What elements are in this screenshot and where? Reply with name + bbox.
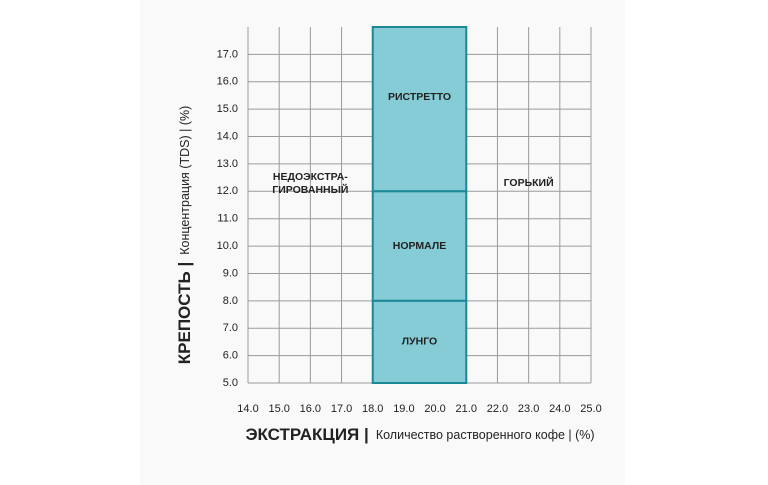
- y-axis-title: КРЕПОСТЬ | Концентрация (TDS) | (%): [175, 106, 194, 364]
- x-tick-label: 16.0: [300, 403, 321, 415]
- zone-label: РИСТРЕТТО: [388, 91, 451, 103]
- x-axis-title-detail: Количество растворенного кофе | (%): [376, 428, 595, 442]
- x-tick-label: 20.0: [424, 403, 445, 415]
- zone: [371, 26, 468, 193]
- zone-label: НОРМАЛЕ: [393, 240, 446, 252]
- y-tick-label: 16.0: [217, 76, 238, 88]
- side-label: ГИРОВАННЫЙ: [272, 183, 348, 196]
- y-tick-label: 5.0: [223, 377, 238, 389]
- side-label: НЕДОЭКСТРА-: [273, 171, 348, 183]
- x-tick-label: 15.0: [268, 403, 289, 415]
- y-tick-label: 15.0: [217, 103, 238, 115]
- plot: 14.0 15.0 16.0 17.0 18.0 19.0 20.0 21.0 22.0 23.0…: [217, 26, 602, 415]
- zone-label: ЛУНГО: [402, 336, 437, 348]
- y-tick-label: 7.0: [223, 322, 238, 334]
- y-axis-title-detail: Концентрация (TDS) | (%): [178, 106, 192, 255]
- y-tick-label: 10.0: [217, 240, 238, 252]
- x-tick-label: 25.0: [580, 403, 601, 415]
- x-tick-label: 18.0: [362, 403, 383, 415]
- y-tick-label: 8.0: [223, 295, 238, 307]
- x-tick-label: 21.0: [456, 403, 477, 415]
- y-axis-title-main: КРЕПОСТЬ |: [175, 262, 194, 364]
- y-tick-label: 6.0: [223, 350, 238, 362]
- x-tick-label: 22.0: [487, 403, 508, 415]
- x-axis-title-main: ЭКСТРАКЦИЯ |: [245, 425, 368, 444]
- x-tick-label: 17.0: [331, 403, 352, 415]
- y-tick-label: 14.0: [217, 130, 238, 142]
- y-tick-label: 13.0: [217, 158, 238, 170]
- zone: [371, 190, 468, 302]
- x-tick-label: 14.0: [237, 403, 258, 415]
- y-tick-label: 11.0: [217, 213, 238, 225]
- side-label: ГОРЬКИЙ: [504, 176, 554, 189]
- y-tick-label: 9.0: [223, 267, 238, 279]
- y-tick-label: 17.0: [217, 48, 238, 60]
- x-tick-label: 23.0: [518, 403, 539, 415]
- y-tick-label: 12.0: [217, 185, 238, 197]
- x-tick-label: 24.0: [549, 403, 570, 415]
- x-tick-label: 19.0: [393, 403, 414, 415]
- zone: [371, 299, 468, 385]
- x-axis-title: ЭКСТРАКЦИЯ | Количество растворенного ко…: [245, 425, 594, 444]
